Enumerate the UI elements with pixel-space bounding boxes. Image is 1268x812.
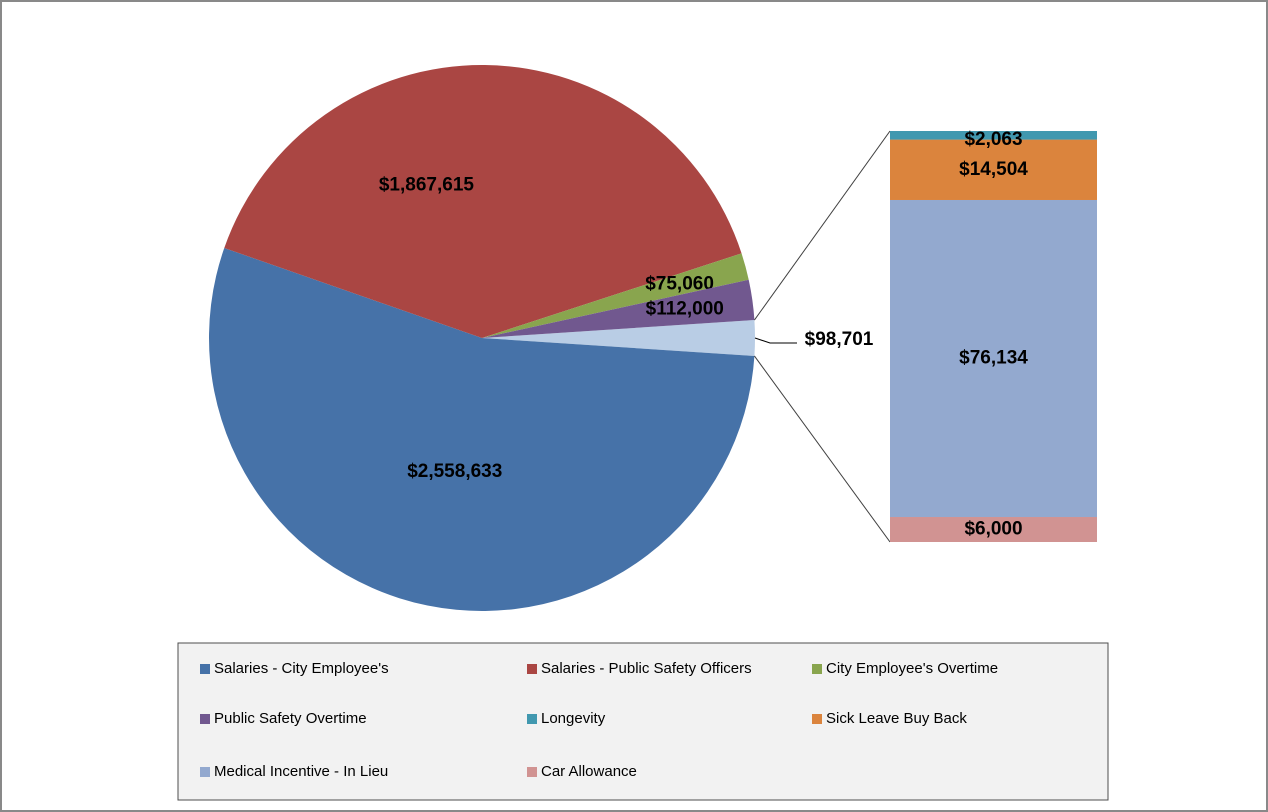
pie-slice-other xyxy=(482,320,755,356)
legend-label: Sick Leave Buy Back xyxy=(826,710,967,727)
legend-label: City Employee's Overtime xyxy=(826,660,998,677)
pie-slice xyxy=(482,253,749,338)
pie-slice xyxy=(224,65,742,338)
data-label: $2,558,633 xyxy=(407,461,502,482)
data-label: $98,701 xyxy=(805,329,874,350)
data-label: $76,134 xyxy=(959,348,1028,369)
data-label: $2,063 xyxy=(964,129,1022,150)
legend-box xyxy=(177,642,1109,801)
bar-segment xyxy=(890,131,1097,140)
bar-segment xyxy=(890,199,1097,518)
connector-line xyxy=(754,130,891,321)
legend-swatch xyxy=(200,714,210,724)
leader-line xyxy=(754,337,797,344)
data-label: $75,060 xyxy=(645,273,714,294)
legend-swatch xyxy=(200,767,210,777)
pie-slice xyxy=(482,279,755,338)
legend-swatch xyxy=(527,664,537,674)
connector-line xyxy=(754,355,891,543)
legend-swatch xyxy=(812,714,822,724)
legend-label: Longevity xyxy=(541,710,606,727)
legend-swatch xyxy=(200,664,210,674)
legend-label: Salaries - Public Safety Officers xyxy=(541,660,752,677)
legend-swatch xyxy=(527,767,537,777)
data-label: $112,000 xyxy=(646,298,724,319)
data-label: $14,504 xyxy=(959,159,1028,180)
legend-swatch xyxy=(527,714,537,724)
data-label: $1,867,615 xyxy=(379,175,475,196)
data-label: $6,000 xyxy=(964,519,1022,540)
legend-label: Public Safety Overtime xyxy=(214,710,367,727)
legend-swatch xyxy=(812,664,822,674)
legend-label: Car Allowance xyxy=(541,763,637,780)
legend-label: Medical Incentive - In Lieu xyxy=(214,763,388,780)
bar-segment xyxy=(890,517,1097,542)
legend-label: Salaries - City Employee's xyxy=(214,660,389,677)
pie-slice xyxy=(209,247,755,611)
bar-segment xyxy=(890,139,1097,200)
